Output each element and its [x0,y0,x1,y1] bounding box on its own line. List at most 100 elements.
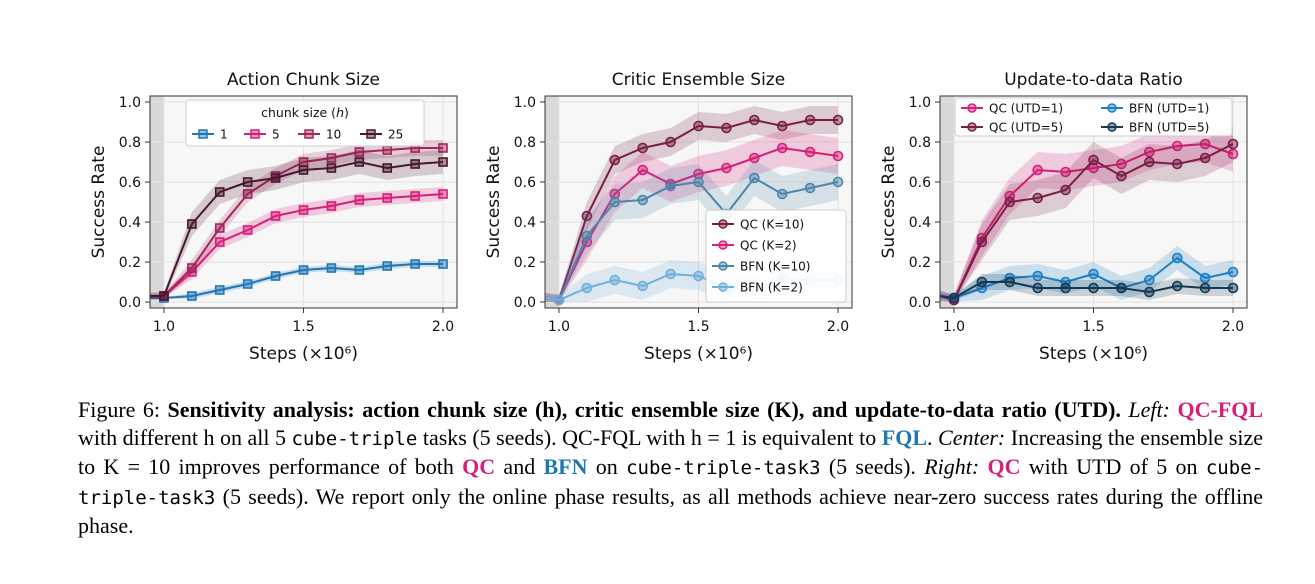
data-point [270,271,281,281]
offline-phase-shade [545,96,559,308]
data-point [1227,282,1239,294]
data-point [159,291,169,301]
y-tick-label: 0.2 [119,255,141,271]
y-tick-label: 0.0 [514,295,536,311]
data-point [1032,164,1043,176]
confidence-band [940,126,1233,302]
legend-title: chunk size (h) [261,105,349,120]
data-point [693,270,704,282]
chart-title: Action Chunk Size [227,70,380,90]
data-point [976,276,988,288]
data-point [410,191,420,201]
y-tick-label: 0.8 [909,135,931,151]
data-point [553,294,565,306]
y-tick-label: 0.0 [119,295,141,311]
legend-label: 25 [388,128,403,142]
data-point [1060,184,1071,196]
y-tick-label: 0.2 [909,255,931,271]
data-point [326,263,337,273]
x-tick-label: 1.5 [1082,319,1104,335]
data-point [665,180,676,192]
data-point [1116,158,1127,170]
caption-right-label: Right: [924,454,980,479]
y-tick-label: 0.4 [909,215,931,231]
data-point [214,187,225,197]
data-point [438,189,448,199]
y-tick-label: 0.6 [119,175,141,191]
data-point [1144,286,1155,298]
confidence-band [940,246,1233,302]
series-3 [544,160,844,306]
data-point [976,236,988,248]
offline-phase-shade [150,96,164,308]
data-point [721,162,732,174]
caption-mono-cube-triple: cube-triple [291,427,418,450]
data-point [326,153,337,163]
data-point [637,164,648,176]
x-tick-label: 1.0 [548,319,570,335]
data-point [1144,146,1155,158]
series-2 [939,126,1239,306]
caption-qc-1: QC [462,454,496,479]
data-point [1032,192,1043,204]
data-point [354,157,365,167]
data-point [637,142,648,154]
data-point [1004,196,1016,208]
caption-right-text-2: (5 seeds). We report only the online pha… [78,483,1263,539]
data-point [214,285,225,295]
data-point [242,189,253,199]
data-point [326,163,337,173]
data-point [665,136,676,148]
data-point [1171,140,1183,152]
x-axis-label: Steps (×10⁶) [249,344,358,364]
data-point [1144,274,1155,286]
data-point [270,211,281,221]
data-point [637,280,648,292]
data-point [832,114,844,126]
caption-center-label: Center: [938,424,1006,450]
legend: QC (UTD=1) QC (UTD=5) BFN (UTD=1) BFN (UTD=… [954,97,1233,137]
data-point [1171,252,1183,264]
caption-and: and [495,454,544,479]
legend-marker [718,219,728,229]
confidence-band [150,187,443,299]
chart-title: Update-to-data Ratio [1004,70,1183,90]
legend-marker [198,129,208,139]
data-point [354,265,365,275]
data-point [581,230,593,242]
caption-center-text-1: Increasing the ensemble size to K = 10 i… [78,424,1264,480]
y-tick-label: 1.0 [514,95,536,111]
legend-marker [366,129,376,139]
series-4 [939,274,1239,304]
data-point [1227,148,1239,160]
legend-box [954,97,1233,137]
caption-left-text-2: tasks (5 seeds). QC-FQL with h = 1 is eq… [417,424,882,450]
data-point [187,263,197,273]
caption-bfn: BFN [543,454,588,479]
legend-marker [1107,103,1117,113]
legend-label: 1 [220,128,228,142]
legend-label: BFN (K=10) [740,260,810,274]
data-point [270,173,281,183]
legend: QC (K=10) QC (K=2) BFN (K=10) BFN (K=2) [705,209,847,303]
legend-marker [304,129,314,139]
data-point [1199,272,1211,284]
legend-label: QC (K=2) [740,239,797,253]
data-point [410,259,420,269]
data-point [382,261,393,271]
y-tick-label: 0.6 [514,175,536,191]
legend-marker [718,261,728,271]
data-point [354,147,365,157]
data-point [749,172,760,184]
data-point [693,176,704,188]
y-tick-label: 0.4 [119,215,141,231]
confidence-band [545,160,838,302]
data-point [1227,138,1239,150]
caption-qc-fql: QC-FQL [1177,397,1264,422]
data-point [214,223,225,233]
data-point [1199,282,1211,294]
data-point [581,282,593,294]
data-point [1004,276,1016,288]
legend-label: 5 [272,128,280,142]
series-4 [150,150,448,301]
